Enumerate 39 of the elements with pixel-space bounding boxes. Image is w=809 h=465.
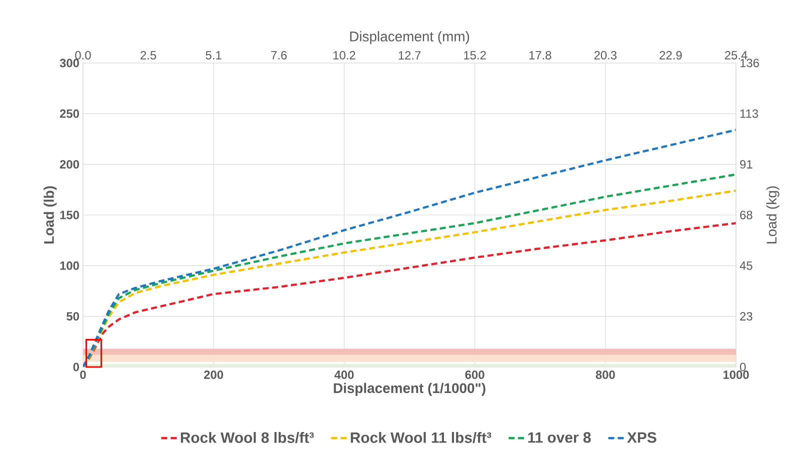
- x2-tick-label: 15.2: [464, 51, 486, 60]
- y2-axis-title: Load (kg): [766, 186, 780, 244]
- x-axis-title: Displacement (1/1000"): [334, 382, 486, 396]
- y-tick-label: 200: [60, 160, 79, 169]
- y-tick-label: 300: [60, 58, 79, 68]
- legend-label: 11 over 8: [528, 432, 591, 443]
- y-tick-label: 50: [66, 312, 79, 321]
- x2-axis-title: Displacement (mm): [350, 31, 470, 44]
- y-axis-title: Load (lb): [44, 186, 57, 244]
- x-tick-label: 600: [465, 370, 484, 379]
- x2-tick-label: 20.3: [594, 51, 617, 60]
- y2-tick-label: 91: [740, 160, 752, 169]
- y-tick-label: 250: [60, 109, 79, 118]
- y2-tick-label: 45: [740, 262, 752, 270]
- legend-label: Rock Wool 8 lbs/ft³: [180, 432, 314, 444]
- y2-tick-label: 113: [740, 109, 758, 118]
- x2-tick-label: 2.5: [140, 51, 156, 60]
- x-tick-label: 800: [596, 370, 615, 379]
- x-tick-label: 200: [204, 370, 224, 379]
- legend-label: Rock Wool 11 lbs/ft³: [350, 432, 492, 444]
- y-tick-label: 100: [60, 261, 79, 270]
- x2-tick-label: 12.7: [398, 51, 421, 60]
- y2-tick-label: 0: [740, 362, 746, 372]
- y2-tick-label: 68: [740, 210, 752, 220]
- y2-tick-label: 23: [740, 312, 752, 321]
- x2-tick-label: 22.9: [660, 51, 682, 60]
- x2-tick-label: 17.8: [529, 51, 552, 60]
- x2-tick-label: 25.4: [724, 51, 748, 60]
- y-tick-label: 150: [60, 210, 79, 220]
- x2-tick-label: 10.2: [333, 51, 356, 60]
- x2-tick-label: 5.1: [206, 51, 222, 60]
- x2-tick-label: 0.0: [75, 51, 91, 60]
- x-tick-label: 400: [334, 370, 354, 379]
- x-tick-label: 1000: [723, 370, 749, 379]
- y2-tick-label: 136: [740, 58, 759, 68]
- y-tick-label: 0: [73, 362, 79, 372]
- legend-label: XPS: [627, 432, 656, 443]
- x-tick-label: 0: [80, 370, 86, 379]
- x2-tick-label: 7.6: [271, 51, 287, 60]
